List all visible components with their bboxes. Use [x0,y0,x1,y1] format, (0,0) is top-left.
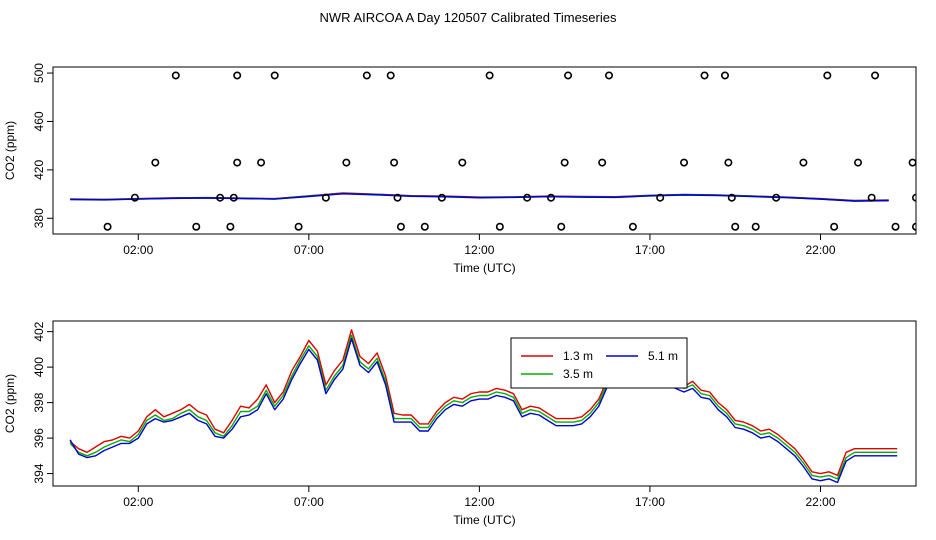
data-point [930,194,936,200]
data-point [557,222,566,231]
data-point [495,222,504,231]
x-tick-label: 07:00 [294,243,324,257]
y-tick-label: 402 [32,321,46,341]
legend-label: 3.5 m [563,367,593,381]
data-point [799,158,808,167]
data-point [396,222,405,231]
data-point [908,158,916,167]
data-point [930,159,936,165]
legend-label: 1.3 m [563,349,593,363]
data-point [257,158,266,167]
y-axis-label: CO2 (ppm) [3,121,17,180]
data-point [393,193,402,202]
series-line-51m [69,338,898,484]
legend-label: 5.1 m [648,349,678,363]
x-tick-label: 02:00 [123,495,153,509]
x-tick-label: 02:00 [123,243,153,257]
data-point [233,158,242,167]
data-point [420,222,429,231]
legend-box [510,337,688,389]
data-point [564,71,573,80]
data-point [362,71,371,80]
x-tick-label: 12:00 [464,495,494,509]
top-panel: 02:00 07:00 12:00 17:00 22:00 380 420 460 500 Tim… [3,63,936,275]
data-point [130,193,139,202]
y-tick-label: 500 [32,63,46,83]
x-tick-label: 17:00 [635,243,665,257]
plot-frame [52,66,917,235]
data-point [386,71,395,80]
data-point [171,71,180,80]
data-point [342,158,351,167]
data-point [628,222,637,231]
data-point [485,71,494,80]
data-point [656,193,665,202]
data-point [560,158,569,167]
x-tick-label: 22:00 [805,243,835,257]
data-point [871,71,880,80]
data-point [823,71,832,80]
data-point [772,193,781,202]
y-tick-label: 400 [32,357,46,377]
data-point [523,193,532,202]
x-tick-label: 07:00 [294,495,324,509]
data-point [700,71,709,80]
y-tick-label: 460 [32,111,46,131]
bottom-panel: 02:00 07:00 12:00 17:00 22:00 394 396 398 400 402… [3,320,917,527]
data-point [270,71,279,80]
data-point [724,158,733,167]
data-point [912,222,916,231]
data-point [103,222,112,231]
data-point [731,222,740,231]
data-point [912,193,916,202]
x-axis-label: Time (UTC) [453,513,515,527]
data-point [192,222,201,231]
legend: 1.3 m 5.1 m 3.5 m [510,337,688,389]
data-point [680,158,689,167]
data-point [226,222,235,231]
x-tick-label: 22:00 [805,495,835,509]
y-tick-label: 380 [32,208,46,228]
data-point [598,158,607,167]
data-point [891,222,900,231]
chart-title: NWR AIRCOA A Day 120507 Calibrated Times… [320,10,617,25]
series-line-35m [69,334,898,480]
x-tick-label: 12:00 [464,243,494,257]
data-point [233,71,242,80]
data-point [321,193,330,202]
data-point [605,71,614,80]
y-tick-label: 394 [32,463,46,483]
data-point [720,71,729,80]
data-point [547,193,556,202]
y-tick-label: 420 [32,160,46,180]
data-point [854,158,863,167]
data-point [727,193,736,202]
data-point [830,222,839,231]
y-tick-label: 396 [32,428,46,448]
data-point [867,193,876,202]
x-tick-label: 17:00 [635,495,665,509]
x-axis-label: Time (UTC) [453,261,515,275]
data-point [294,222,303,231]
y-tick-label: 398 [32,392,46,412]
series-line-13m [69,329,898,477]
data-point [390,158,399,167]
data-point [930,224,936,230]
series-line-51m [70,192,889,202]
y-axis-label: CO2 (ppm) [3,374,17,433]
data-point [437,193,446,202]
data-point [926,72,932,78]
plot-frame [52,320,917,487]
data-point [151,158,160,167]
data-point [229,193,238,202]
data-point [216,193,225,202]
data-point [458,158,467,167]
data-point [751,222,760,231]
